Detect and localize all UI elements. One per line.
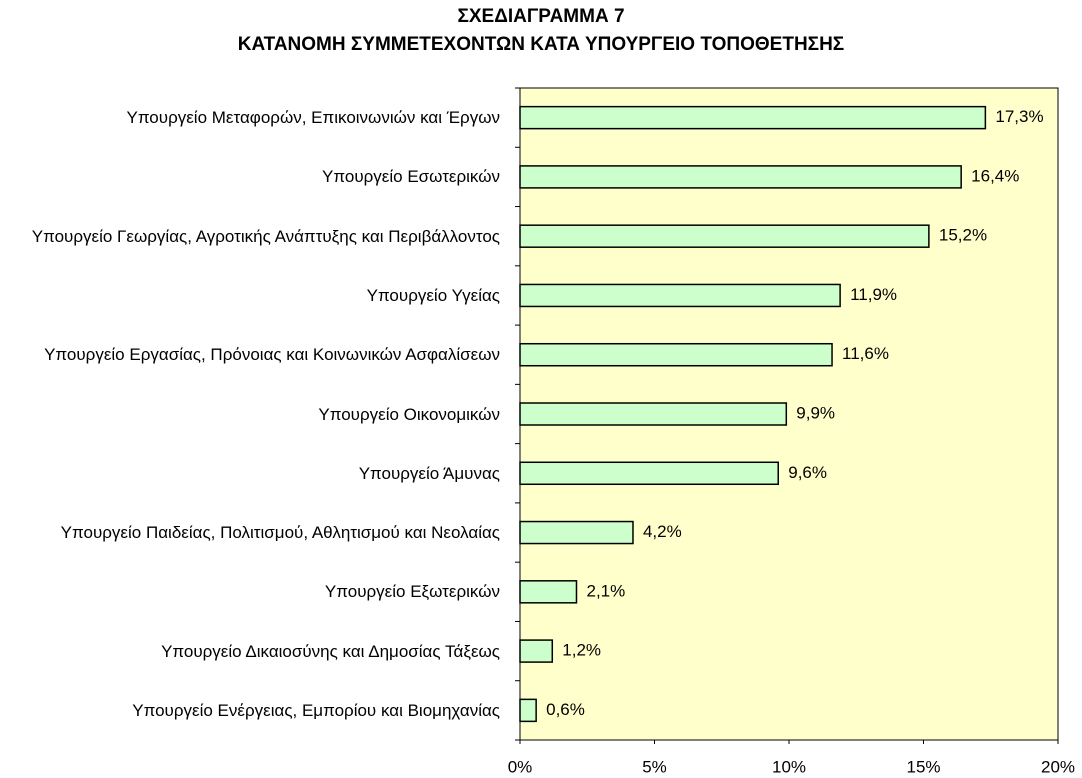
category-label: Υπουργείο Οικονομικών <box>318 404 500 424</box>
value-label: 11,6% <box>842 344 889 363</box>
bar <box>519 402 788 426</box>
chart-title: ΣΧΕΔΙΑΓΡΑΜΜΑ 7 <box>457 6 625 27</box>
category-label: Υπουργείο Γεωργίας, Αγροτικής Ανάπτυξης … <box>31 226 500 246</box>
bar <box>519 105 987 130</box>
value-label: 15,2% <box>939 226 987 245</box>
bar <box>519 520 634 545</box>
bar <box>519 224 930 248</box>
x-tick-label: 10% <box>772 757 806 776</box>
bar <box>519 283 841 308</box>
value-label: 17,3% <box>995 107 1043 126</box>
bar <box>519 165 962 189</box>
value-label: 4,2% <box>643 522 682 541</box>
x-tick-label: 20% <box>1041 757 1075 776</box>
category-label: Υπουργείο Υγείας <box>366 285 500 305</box>
category-label: Υπουργείο Εργασίας, Πρόνοιας και Κοινωνι… <box>44 345 500 365</box>
value-label: 16,4% <box>971 166 1019 185</box>
bar <box>519 342 833 367</box>
bar <box>519 461 779 486</box>
x-tick-label: 5% <box>642 757 667 776</box>
category-label: Υπουργείο Παιδείας, Πολιτισμού, Αθλητισμ… <box>60 523 500 543</box>
bar <box>519 580 578 604</box>
bar <box>519 698 537 723</box>
category-label: Υπουργείο Εσωτερικών <box>322 167 500 187</box>
category-label: Υπουργείο Δικαιοσύνης και Δημοσίας Τάξεω… <box>161 641 500 661</box>
value-label: 2,1% <box>586 581 625 600</box>
x-tick-label: 15% <box>906 757 940 776</box>
category-label: Υπουργείο Άμυνας <box>358 463 500 483</box>
bar <box>519 639 554 663</box>
chart-subtitle: ΚΑΤΑΝΟΜΗ ΣΥΜΜΕΤΕΧΟΝΤΩΝ ΚΑΤΑ ΥΠΟΥΡΓΕΙΟ ΤΟ… <box>237 34 845 55</box>
value-label: 9,9% <box>796 403 835 422</box>
value-label: 1,2% <box>562 641 601 660</box>
category-label: Υπουργείο Εξωτερικών <box>324 582 500 602</box>
value-label: 11,9% <box>850 285 897 304</box>
category-label: Υπουργείο Ενέργειας, Εμπορίου και Βιομηχ… <box>132 700 500 720</box>
value-label: 0,6% <box>546 700 585 719</box>
value-label: 9,6% <box>788 463 827 482</box>
category-label: Υπουργείο Μεταφορών, Επικοινωνιών και Έρ… <box>126 108 500 128</box>
x-tick-label: 0% <box>508 757 533 776</box>
